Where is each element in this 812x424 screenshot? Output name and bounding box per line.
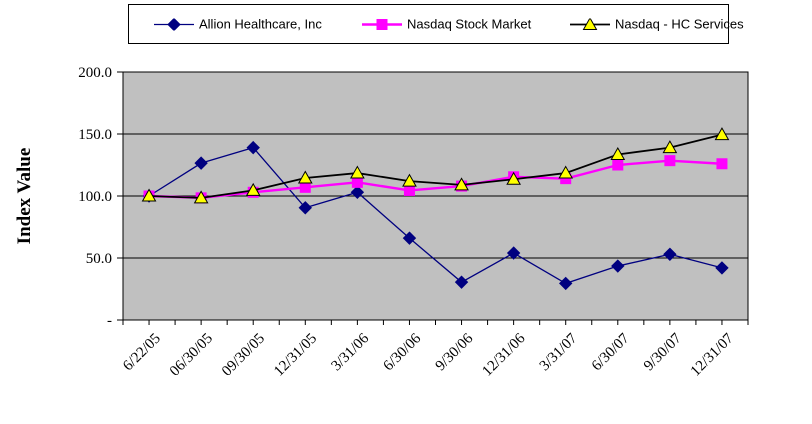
data-point-diamond: [350, 185, 365, 199]
x-tick-label: 6/30/07: [589, 330, 633, 374]
data-point-diamond: [167, 18, 181, 30]
x-tick-label: 3/31/07: [537, 330, 581, 374]
diamond-line-marker-icon: [154, 18, 194, 30]
y-tick-label: 50.0: [86, 251, 112, 267]
data-point-diamond: [194, 156, 208, 170]
data-point-square: [351, 176, 363, 188]
data-point-triangle: [582, 18, 598, 30]
y-tick-label: 150.0: [78, 127, 112, 143]
data-point-square: [299, 181, 311, 193]
data-point-diamond: [715, 261, 729, 275]
x-tick-label: 6/22/05: [120, 331, 164, 375]
triangle-line-marker-icon: [570, 18, 610, 30]
data-point-square: [376, 18, 388, 30]
x-tick-label: 9/30/06: [433, 330, 477, 374]
data-point-diamond: [402, 231, 417, 245]
legend-item-allion-healthcare: Allion Healthcare, Inc: [154, 17, 322, 32]
x-tick-label: 06/30/05: [167, 331, 216, 380]
series-triangle: [141, 127, 730, 204]
y-tick-label: -: [107, 313, 112, 329]
data-point-diamond: [298, 201, 312, 215]
x-tick-label: 09/30/05: [219, 331, 268, 380]
data-point-diamond: [454, 275, 469, 289]
x-tick-label: 12/31/05: [271, 331, 320, 380]
data-point-square: [664, 155, 676, 167]
data-point-square: [716, 158, 728, 170]
legend-item-nasdaq-hc-services: Nasdaq - HC Services: [570, 17, 744, 32]
series-diamond: [142, 140, 729, 291]
data-point-diamond: [611, 259, 625, 273]
data-point-square: [612, 159, 624, 171]
data-point-triangle: [297, 170, 313, 184]
data-point-diamond: [506, 246, 521, 260]
data-point-triangle: [350, 165, 365, 179]
x-tick-label: 9/30/07: [641, 330, 685, 374]
data-point-triangle: [402, 173, 417, 187]
data-point-triangle: [662, 140, 678, 154]
data-point-square: [560, 173, 572, 185]
x-tick-label: 6/30/06: [381, 330, 425, 374]
data-point-diamond: [559, 276, 573, 291]
data-point-triangle: [141, 188, 157, 202]
data-point-diamond: [246, 140, 260, 155]
y-axis-title: Index Value: [14, 148, 35, 245]
y-tick-label: 100.0: [78, 189, 112, 205]
legend-label: Nasdaq - HC Services: [615, 16, 744, 32]
data-point-triangle: [506, 171, 521, 185]
chart-legend: Allion Healthcare, Inc Nasdaq Stock Mark…: [128, 4, 744, 44]
x-tick-label: 3/31/06: [328, 330, 372, 374]
series-line: [148, 146, 723, 285]
square-line-marker-icon: [362, 18, 402, 30]
legend-label: Allion Healthcare, Inc: [199, 16, 322, 32]
legend-item-nasdaq-stock-market: Nasdaq Stock Market: [362, 17, 531, 32]
series-line: [149, 133, 723, 199]
y-tick-label: 200.0: [78, 65, 112, 81]
data-point-triangle: [245, 182, 261, 196]
data-point-triangle: [714, 127, 730, 141]
series-line: [148, 159, 723, 200]
data-point-square: [403, 184, 415, 196]
data-point-triangle: [558, 165, 574, 179]
data-point-triangle: [193, 190, 209, 204]
data-point-diamond: [663, 247, 677, 261]
x-tick-label: 12/31/07: [688, 330, 737, 379]
data-point-triangle: [454, 177, 469, 191]
legend-label: Nasdaq Stock Market: [407, 16, 532, 32]
data-point-triangle: [610, 146, 626, 160]
x-tick-label: 12/31/06: [479, 330, 528, 379]
